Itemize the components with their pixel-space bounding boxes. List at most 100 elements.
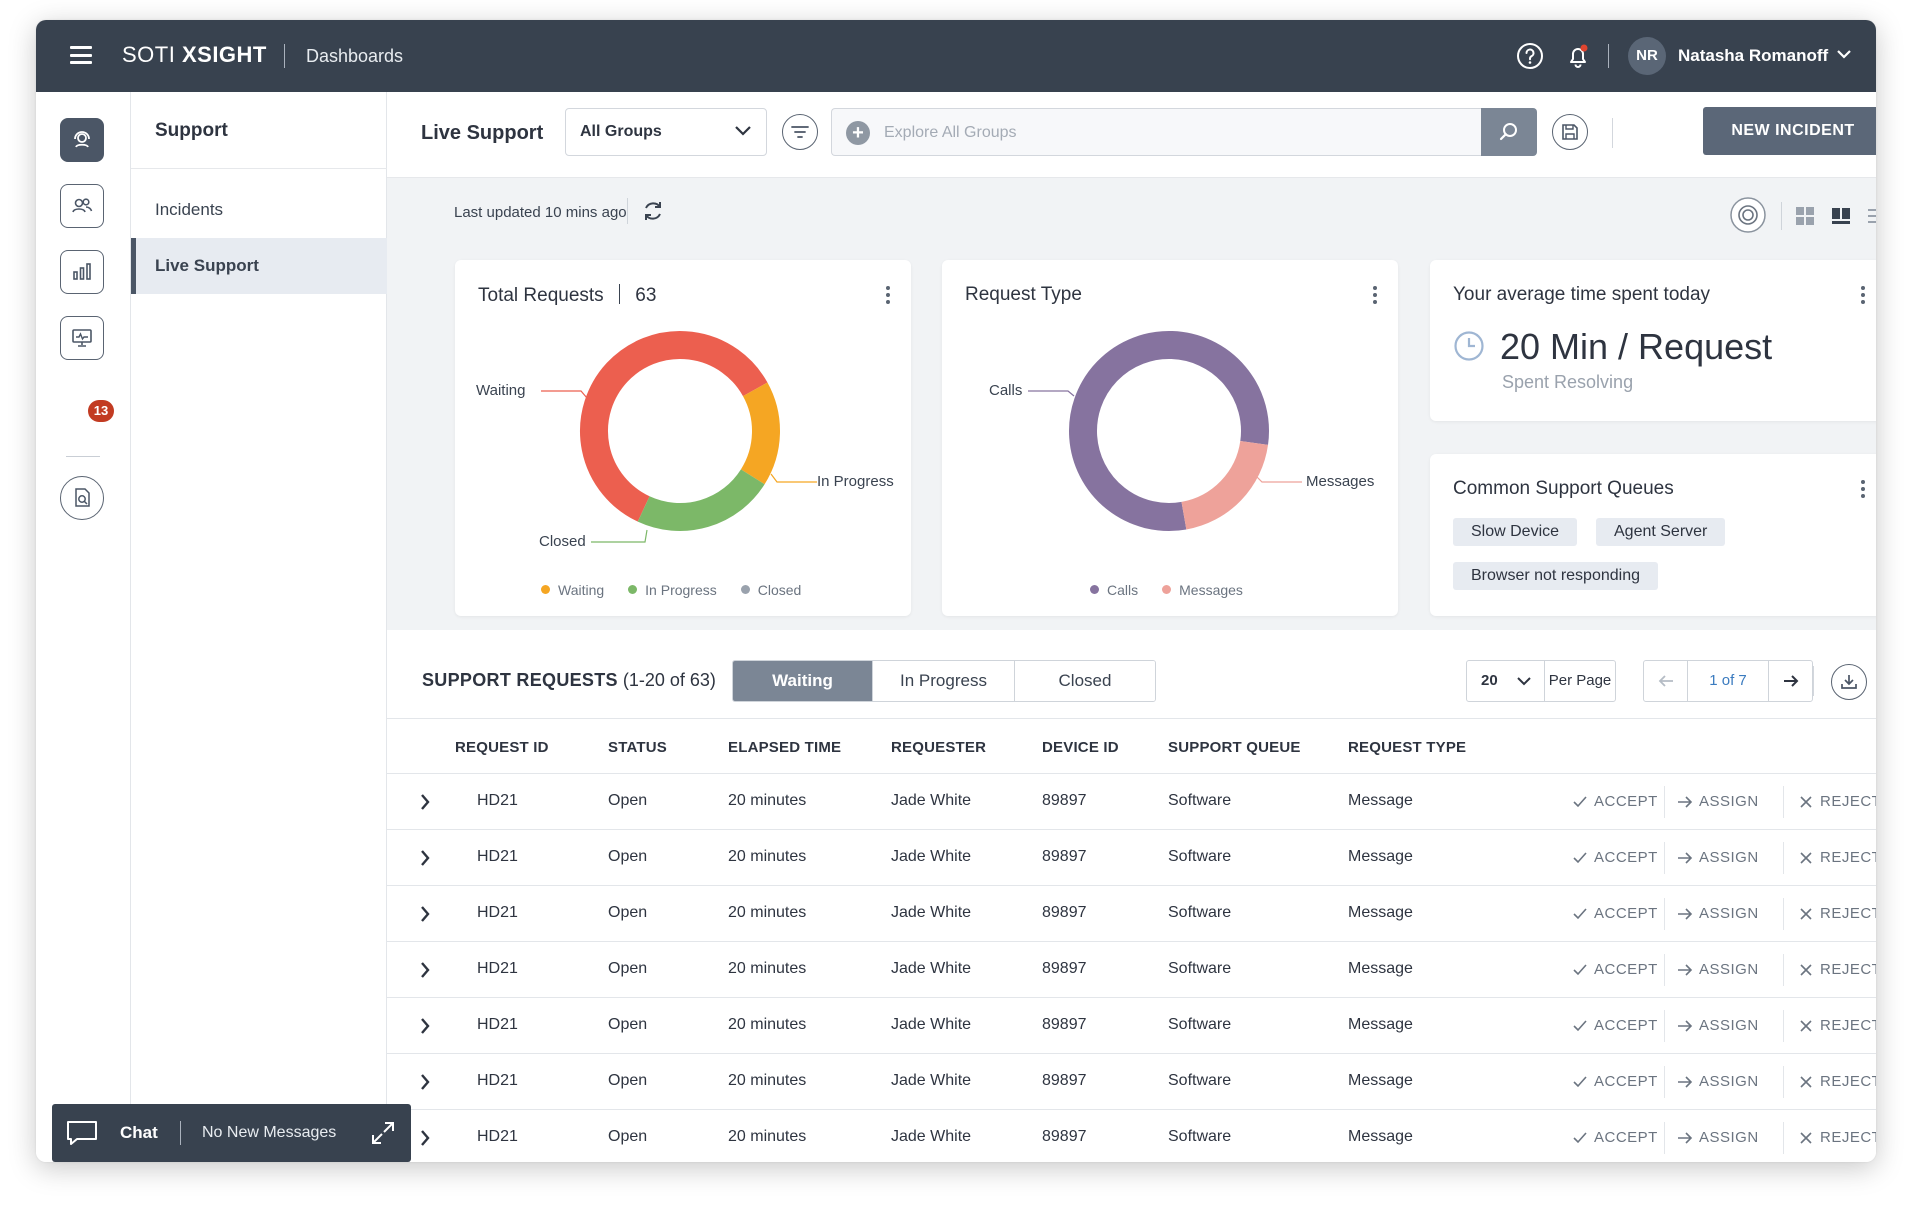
list-view-icon[interactable] — [1867, 206, 1876, 226]
chevron-right-icon[interactable] — [419, 1016, 431, 1036]
expand-icon[interactable] — [370, 1120, 396, 1146]
save-button[interactable] — [1552, 114, 1588, 150]
cell-elapsed-time: 20 minutes — [728, 904, 807, 921]
avatar[interactable]: NR — [1628, 37, 1666, 75]
donut-slice-in-progress[interactable] — [740, 382, 780, 485]
grid-view-icon[interactable] — [1795, 206, 1815, 226]
donut-slice-closed[interactable] — [637, 468, 765, 531]
chevron-right-icon[interactable] — [419, 792, 431, 812]
chevron-right-icon[interactable] — [419, 1072, 431, 1092]
per-page-select[interactable]: 20 — [1467, 661, 1545, 701]
arrow-right-icon — [1678, 1019, 1693, 1032]
more-options-icon[interactable] — [1860, 286, 1866, 304]
subnav-divider — [131, 168, 387, 169]
accept-button[interactable]: ACCEPT — [1572, 1129, 1658, 1146]
more-options-icon[interactable] — [1372, 286, 1378, 304]
card-view-icon[interactable] — [1831, 206, 1851, 226]
table-row[interactable]: HD21 Open 20 minutes Jade White 89897 Softwar… — [387, 886, 1876, 942]
search-button[interactable] — [1481, 108, 1537, 156]
column-header[interactable]: REQUEST ID — [455, 739, 549, 756]
reject-button[interactable]: REJECT — [1798, 1073, 1876, 1090]
column-header[interactable]: REQUEST TYPE — [1348, 739, 1467, 756]
menu-icon[interactable] — [70, 46, 92, 64]
breadcrumb[interactable]: Dashboards — [306, 46, 404, 66]
reject-button[interactable]: REJECT — [1798, 1129, 1876, 1146]
group-select[interactable]: All Groups — [565, 108, 767, 156]
chevron-right-icon[interactable] — [419, 848, 431, 868]
column-header[interactable]: STATUS — [608, 739, 667, 756]
assign-button[interactable]: ASSIGN — [1677, 1017, 1759, 1034]
more-options-icon[interactable] — [885, 286, 891, 304]
queue-chip[interactable]: Browser not responding — [1453, 562, 1658, 590]
queue-chip[interactable]: Slow Device — [1453, 518, 1578, 546]
previous-page-button[interactable] — [1644, 661, 1688, 701]
table-row[interactable]: HD21 Open 20 minutes Jade White 89897 Softwar… — [387, 942, 1876, 998]
rail-users-button[interactable] — [60, 184, 104, 228]
column-header[interactable]: REQUESTER — [891, 739, 987, 756]
assign-button[interactable]: ASSIGN — [1677, 849, 1759, 866]
reject-button[interactable]: REJECT — [1798, 961, 1876, 978]
table-row[interactable]: HD21 Open 20 minutes Jade White 89897 Softwar… — [387, 1110, 1876, 1162]
add-icon[interactable]: + — [846, 121, 870, 145]
check-icon — [1573, 963, 1587, 975]
donut-slice-calls[interactable] — [1069, 331, 1269, 531]
chevron-down-icon[interactable] — [1836, 48, 1852, 60]
assign-button[interactable]: ASSIGN — [1677, 905, 1759, 922]
target-view-icon[interactable] — [1729, 196, 1767, 234]
table-row[interactable]: HD21 Open 20 minutes Jade White 89897 Softwar… — [387, 830, 1876, 886]
rail-search-button[interactable] — [60, 476, 104, 520]
reject-button[interactable]: REJECT — [1798, 793, 1876, 810]
reject-button[interactable]: REJECT — [1798, 849, 1876, 866]
reject-button[interactable]: REJECT — [1798, 1017, 1876, 1034]
new-incident-button[interactable]: NEW INCIDENT — [1703, 107, 1876, 155]
assign-button[interactable]: ASSIGN — [1677, 961, 1759, 978]
subnav-item-incidents[interactable]: Incidents — [155, 200, 224, 219]
table-row[interactable]: HD21 Open 20 minutes Jade White 89897 Softwar… — [387, 998, 1876, 1054]
accept-button[interactable]: ACCEPT — [1572, 1017, 1658, 1034]
table-row[interactable]: HD21 Open 20 minutes Jade White 89897 Softwar… — [387, 1054, 1876, 1110]
column-header[interactable]: DEVICE ID — [1042, 739, 1119, 756]
next-page-button[interactable] — [1768, 661, 1812, 701]
column-header[interactable]: SUPPORT QUEUE — [1168, 739, 1301, 756]
bell-icon[interactable] — [1564, 42, 1592, 70]
cell-elapsed-time: 20 minutes — [728, 1072, 807, 1089]
rail-monitor-button[interactable] — [60, 316, 104, 360]
assign-button[interactable]: ASSIGN — [1677, 1129, 1759, 1146]
search-input[interactable] — [884, 119, 1464, 147]
filter-button[interactable] — [782, 114, 818, 150]
donut-slice-waiting[interactable] — [580, 331, 768, 522]
reject-button[interactable]: REJECT — [1798, 905, 1876, 922]
assign-button[interactable]: ASSIGN — [1677, 1073, 1759, 1090]
chevron-right-icon[interactable] — [419, 904, 431, 924]
refresh-icon[interactable] — [640, 198, 666, 224]
check-icon — [1573, 795, 1587, 807]
tab-closed[interactable]: Closed — [1015, 661, 1155, 701]
tab-in-progress[interactable]: In Progress — [873, 661, 1015, 701]
close-icon — [1800, 795, 1812, 808]
rail-support-button[interactable] — [60, 118, 104, 162]
table-row[interactable]: HD21 Open 20 minutes Jade White 89897 Softwar… — [387, 774, 1876, 830]
donut-slice-messages[interactable] — [1180, 440, 1269, 530]
accept-button[interactable]: ACCEPT — [1572, 905, 1658, 922]
app-window: SOTI XSIGHT Dashboards NR Natasha Romano… — [36, 20, 1876, 1162]
rail-analytics-button[interactable] — [60, 250, 104, 294]
chevron-right-icon[interactable] — [419, 1128, 431, 1148]
help-icon[interactable] — [1516, 42, 1544, 70]
subnav-item-live-support[interactable]: Live Support — [131, 238, 387, 294]
accept-button[interactable]: ACCEPT — [1572, 849, 1658, 866]
tab-waiting[interactable]: Waiting — [733, 661, 873, 701]
chat-bar[interactable]: Chat No New Messages — [52, 1104, 411, 1162]
accept-button[interactable]: ACCEPT — [1572, 793, 1658, 810]
cell-support-queue: Software — [1168, 848, 1232, 865]
chevron-right-icon[interactable] — [419, 960, 431, 980]
accept-button[interactable]: ACCEPT — [1572, 1073, 1658, 1090]
accept-button[interactable]: ACCEPT — [1572, 961, 1658, 978]
user-name[interactable]: Natasha Romanoff — [1678, 46, 1829, 65]
queue-chip[interactable]: Agent Server — [1596, 518, 1726, 546]
more-options-icon[interactable] — [1860, 480, 1866, 498]
save-icon — [1562, 124, 1578, 140]
cell-request-type: Message — [1348, 1016, 1413, 1033]
column-header[interactable]: ELAPSED TIME — [728, 739, 842, 756]
assign-button[interactable]: ASSIGN — [1677, 793, 1759, 810]
download-button[interactable] — [1831, 664, 1867, 700]
